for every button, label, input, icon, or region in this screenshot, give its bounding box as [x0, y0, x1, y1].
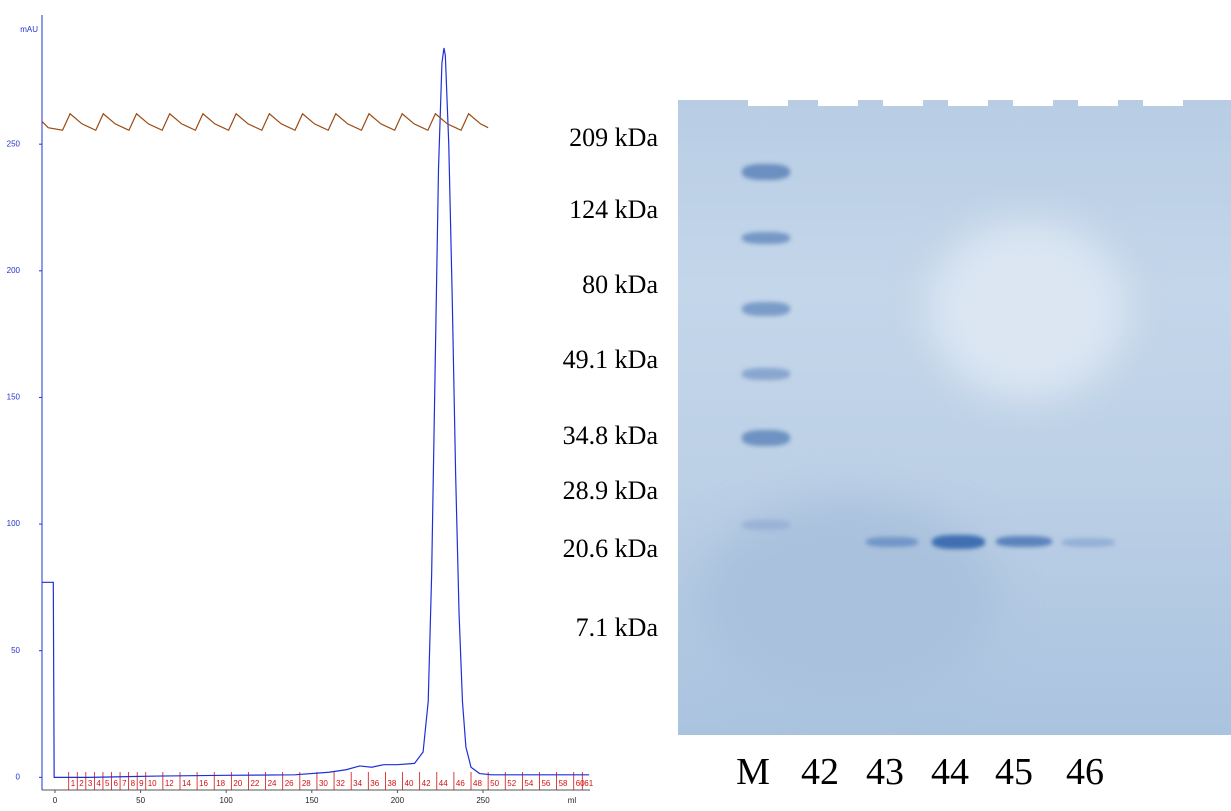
fraction-label: 8 — [131, 779, 136, 788]
marker-label: 34.8 kDa — [562, 421, 658, 450]
gel-well — [883, 100, 923, 106]
fraction-label: 2 — [79, 779, 84, 788]
fraction-label: 34 — [353, 779, 362, 788]
x-tick-label: 150 — [305, 796, 319, 805]
fraction-label: 46 — [456, 779, 465, 788]
marker-label: 80 kDa — [582, 270, 658, 299]
fraction-label: 4 — [96, 779, 101, 788]
fraction-label: 52 — [507, 779, 516, 788]
y-tick-label: 200 — [7, 266, 21, 275]
sample-band — [996, 536, 1052, 547]
marker-band — [742, 520, 790, 530]
lane-label: 44 — [931, 751, 969, 793]
fraction-label: 42 — [422, 779, 431, 788]
fraction-label: 44 — [439, 779, 448, 788]
series-line — [42, 47, 590, 778]
marker-label: 20.6 kDa — [562, 534, 658, 563]
marker-band — [742, 232, 790, 244]
gel-well — [948, 100, 988, 106]
fraction-label: 32 — [336, 779, 345, 788]
lane-label: 46 — [1066, 751, 1104, 793]
fraction-label: 3 — [88, 779, 93, 788]
lane-label: 43 — [866, 751, 904, 793]
x-tick-label: 250 — [476, 796, 490, 805]
fraction-label: 14 — [182, 779, 191, 788]
lane-label: 45 — [995, 751, 1033, 793]
fraction-label: 38 — [387, 779, 396, 788]
fraction-label: 61 — [584, 779, 593, 788]
y-tick-label: 150 — [7, 393, 21, 402]
fraction-label: 28 — [302, 779, 311, 788]
marker-label: 28.9 kDa — [562, 476, 658, 505]
fraction-label: 1 — [71, 779, 76, 788]
gel-shade — [928, 220, 1128, 400]
gel-well — [1078, 100, 1118, 106]
marker-label: 7.1 kDa — [575, 613, 658, 642]
x-tick-label: 0 — [53, 796, 58, 805]
fraction-label: 16 — [199, 779, 208, 788]
lane-label: M — [736, 751, 770, 793]
gel-well — [818, 100, 858, 106]
y-tick-label: 0 — [16, 772, 21, 781]
fraction-label: 54 — [524, 779, 533, 788]
marker-band — [742, 430, 790, 446]
fraction-label: 48 — [473, 779, 482, 788]
lane-label: 42 — [801, 751, 839, 793]
x-tick-label: 50 — [136, 796, 145, 805]
marker-band — [742, 368, 790, 380]
sample-band — [866, 537, 918, 547]
gel-image — [678, 100, 1231, 735]
fraction-label: 26 — [285, 779, 294, 788]
fraction-label: 12 — [165, 779, 174, 788]
gel-well — [1013, 100, 1053, 106]
y-axis-label: mAU — [20, 25, 38, 34]
y-tick-label: 250 — [7, 139, 21, 148]
fraction-label: 9 — [139, 779, 144, 788]
fraction-label: 50 — [490, 779, 499, 788]
series-line — [41, 112, 489, 132]
sample-band — [1062, 538, 1115, 547]
marker-label: 209 kDa — [569, 123, 658, 152]
marker-label: 124 kDa — [569, 195, 658, 224]
fraction-label: 58 — [559, 779, 568, 788]
fraction-label: 6 — [114, 779, 119, 788]
fraction-label: 22 — [250, 779, 259, 788]
fraction-label: 60 — [576, 779, 585, 788]
fraction-label: 18 — [216, 779, 225, 788]
fraction-label: 40 — [405, 779, 414, 788]
gel-well — [748, 100, 788, 106]
fraction-label: 56 — [541, 779, 550, 788]
fraction-label: 24 — [268, 779, 277, 788]
fraction-label: 7 — [122, 779, 127, 788]
gel-shade — [698, 500, 998, 700]
fraction-label: 5 — [105, 779, 110, 788]
x-tick-label: 100 — [220, 796, 234, 805]
sample-band — [932, 535, 985, 549]
gel-well — [1143, 100, 1183, 106]
x-axis-label: ml — [568, 796, 577, 805]
marker-band — [742, 302, 790, 316]
x-tick-label: 200 — [391, 796, 405, 805]
marker-band — [742, 164, 790, 180]
marker-label: 49.1 kDa — [562, 345, 658, 374]
fraction-label: 10 — [148, 779, 157, 788]
y-tick-label: 100 — [7, 519, 21, 528]
fraction-label: 20 — [233, 779, 242, 788]
y-tick-label: 50 — [11, 646, 20, 655]
fraction-label: 36 — [370, 779, 379, 788]
fraction-label: 30 — [319, 779, 328, 788]
